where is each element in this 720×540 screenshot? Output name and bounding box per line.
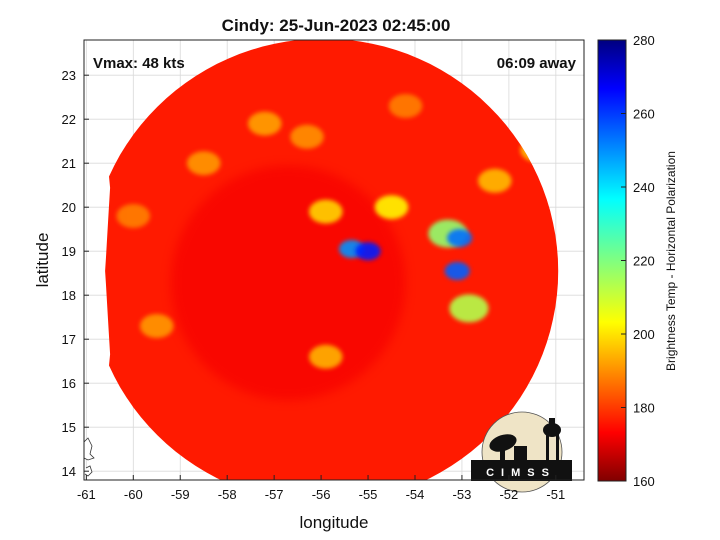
colorbar-ticks: 160 180 200 220 240 260 280 (621, 33, 655, 489)
brightness-feature (139, 314, 174, 338)
brightness-feature (247, 111, 282, 136)
brightness-feature (388, 94, 423, 118)
cimss-logo: CIMSS (471, 411, 572, 493)
y-tick-label: 20 (62, 200, 76, 215)
axis-ticks: -61 -60 -59 -58 -57 -56 -55 -54 -53 -52 -51 14 15 16 1… (62, 68, 566, 502)
brightness-feature (449, 294, 489, 323)
x-tick-label: -55 (359, 487, 378, 502)
x-tick-label: -57 (265, 487, 284, 502)
swath-image (105, 40, 559, 480)
x-tick-label: -60 (124, 487, 143, 502)
brightness-feature (290, 124, 324, 149)
colorbar-tick-label: 260 (633, 107, 655, 122)
brightness-feature (116, 204, 151, 228)
x-tick-label: -52 (499, 487, 518, 502)
logo-text: CIMSS (486, 467, 556, 479)
brightness-feature (477, 168, 512, 193)
colorbar-tick-label: 200 (633, 327, 655, 342)
x-tick-label: -59 (171, 487, 190, 502)
brightness-feature (446, 229, 473, 247)
y-tick-label: 14 (62, 464, 76, 479)
colorbar-tick-label: 160 (633, 474, 655, 489)
y-tick-label: 21 (62, 156, 76, 171)
y-tick-label: 22 (62, 112, 76, 127)
brightness-feature (186, 151, 221, 176)
colorbar-tick-label: 280 (633, 33, 655, 48)
y-tick-label: 23 (62, 68, 76, 83)
colorbar-tick-label: 220 (633, 254, 655, 269)
brightness-feature (308, 199, 343, 224)
y-tick-label: 19 (62, 244, 76, 259)
y-axis-label: latitude (33, 233, 52, 288)
time-away-annotation: 06:09 away (497, 55, 577, 72)
y-tick-label: 17 (62, 332, 76, 347)
island-outline (84, 437, 95, 461)
x-tick-label: -61 (77, 487, 96, 502)
brightness-feature (308, 344, 343, 369)
brightness-feature (444, 262, 470, 280)
brightness-feature (374, 195, 409, 220)
colorbar-label: Brightness Temp - Horizontal Polarizatio… (664, 151, 678, 371)
brightness-feature (355, 242, 381, 261)
colorbar-tick-label: 180 (633, 401, 655, 416)
y-tick-label: 18 (62, 288, 76, 303)
y-tick-label: 16 (62, 376, 76, 391)
x-axis-label: longitude (299, 513, 368, 532)
x-tick-label: -51 (546, 487, 565, 502)
chart-title: Cindy: 25-Jun-2023 02:45:00 (222, 16, 451, 35)
swath-core (170, 165, 406, 401)
y-tick-label: 15 (62, 420, 76, 435)
x-tick-label: -58 (218, 487, 237, 502)
x-tick-label: -53 (453, 487, 472, 502)
vmax-annotation: Vmax: 48 kts (93, 55, 185, 72)
x-tick-label: -56 (312, 487, 331, 502)
coastline (84, 437, 95, 477)
axes-frame (83, 39, 585, 481)
x-tick-label: -54 (406, 487, 425, 502)
colorbar-tick-label: 240 (633, 180, 655, 195)
